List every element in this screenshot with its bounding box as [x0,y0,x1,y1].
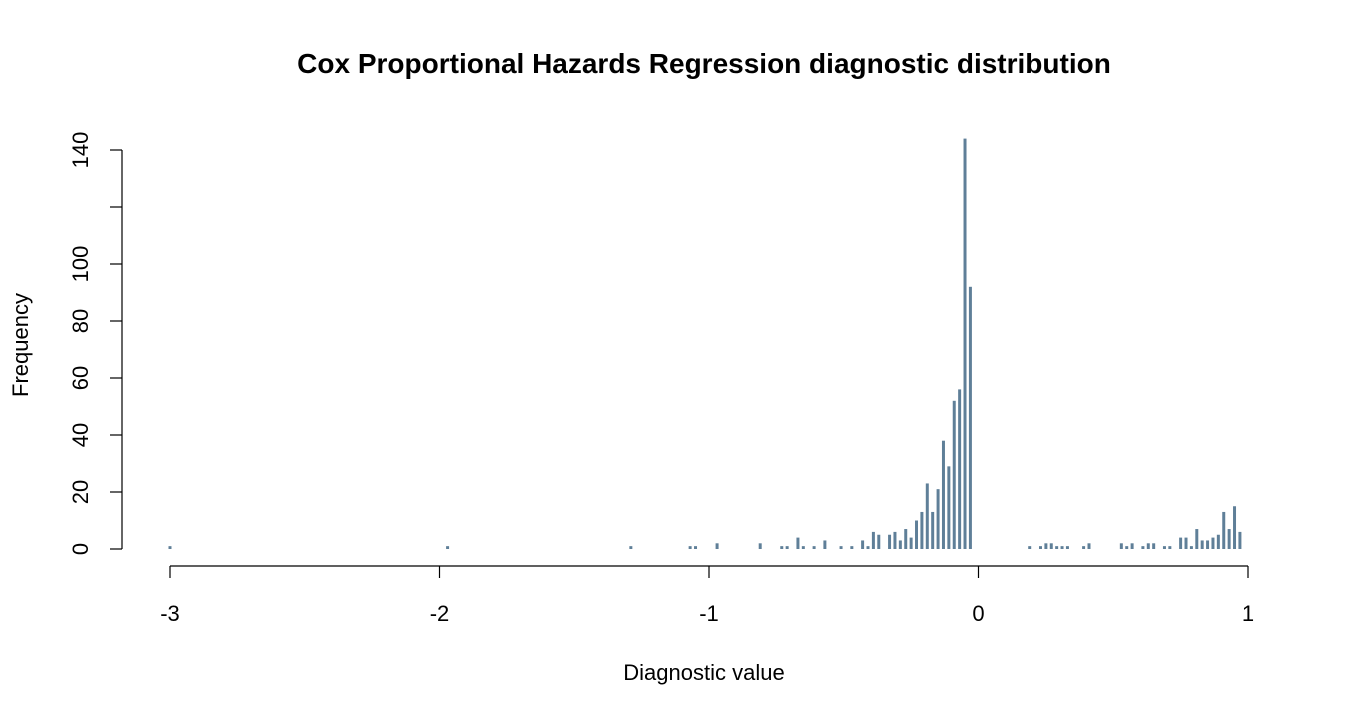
histogram-bar [629,546,633,549]
histogram-bar [1206,540,1210,549]
y-tick-label: 100 [68,246,93,283]
histogram-bar [1222,511,1226,549]
histogram-bar [888,534,892,549]
histogram-bar [1119,543,1123,549]
histogram-bar [1168,546,1172,549]
histogram-bar [963,138,967,549]
histogram-bar [823,540,827,549]
histogram-bar [898,540,902,549]
chart-title: Cox Proportional Hazards Regression diag… [297,48,1111,79]
histogram-bar [168,546,172,549]
y-tick-label: 20 [68,480,93,504]
x-axis: -3 -2 -1 0 1 [160,565,1254,626]
bars-group [168,138,1242,549]
histogram-bar [1200,540,1204,549]
histogram-bar [936,489,940,549]
histogram-bar [1195,529,1199,549]
x-tick-label: 1 [1242,601,1254,626]
histogram-bar [1152,543,1156,549]
histogram-bar [1233,506,1237,549]
histogram-bar [812,546,816,549]
histogram-bar [952,400,956,549]
histogram-bar [1238,531,1242,549]
histogram-bar [1146,543,1150,549]
histogram-bar [931,511,935,549]
y-tick-label: 40 [68,423,93,447]
histogram-bar [446,546,450,549]
histogram-bar [758,543,762,549]
x-tick-label: -2 [430,601,450,626]
y-tick-label: 80 [68,309,93,333]
histogram-bar [904,529,908,549]
histogram-bar [1141,546,1145,549]
histogram-bar [1049,543,1053,549]
histogram-bar [796,537,800,549]
histogram-bar [1028,546,1032,549]
histogram-bar [1038,546,1042,549]
y-axis: 0 20 40 60 80 100 140 [68,132,123,555]
histogram-bar [947,466,951,549]
x-tick-label: -3 [160,601,180,626]
histogram-bar [1189,546,1193,549]
histogram-bar [1125,546,1129,549]
histogram-bar [1216,534,1220,549]
histogram-bar [1055,546,1059,549]
y-axis-label: Frequency [8,293,33,397]
histogram-bar [1184,537,1188,549]
histogram-bar [920,511,924,549]
histogram-bar [801,546,805,549]
histogram-bar [1227,529,1231,549]
histogram-bar [850,546,854,549]
y-tick-label: 0 [68,543,93,555]
histogram-bar [1044,543,1048,549]
histogram-bar [839,546,843,549]
histogram-bar [780,546,784,549]
histogram-bar [909,537,913,549]
histogram-bar [1087,543,1091,549]
x-tick-label: 0 [972,601,984,626]
histogram-bar [1060,546,1064,549]
histogram-bar [915,520,919,549]
x-axis-label: Diagnostic value [623,660,784,685]
histogram-bar [1065,546,1069,549]
histogram-bar [877,534,881,549]
y-tick-label: 60 [68,366,93,390]
histogram-bar [861,540,865,549]
histogram-bar [785,546,789,549]
histogram-bar [688,546,692,549]
histogram-bar [925,483,929,549]
histogram-bar [958,389,962,549]
histogram-bar [694,546,698,549]
histogram-bar [871,531,875,549]
histogram-bar [893,531,897,549]
histogram-bar [1162,546,1166,549]
histogram-bar [866,546,870,549]
histogram-bar [715,543,719,549]
histogram-bar [1211,537,1215,549]
histogram-bar [1130,543,1134,549]
y-tick-label: 140 [68,132,93,169]
histogram-bar [1082,546,1086,549]
histogram-bar [941,440,945,549]
histogram-bar [968,286,972,549]
x-tick-label: -1 [699,601,719,626]
histogram-bar [1179,537,1183,549]
